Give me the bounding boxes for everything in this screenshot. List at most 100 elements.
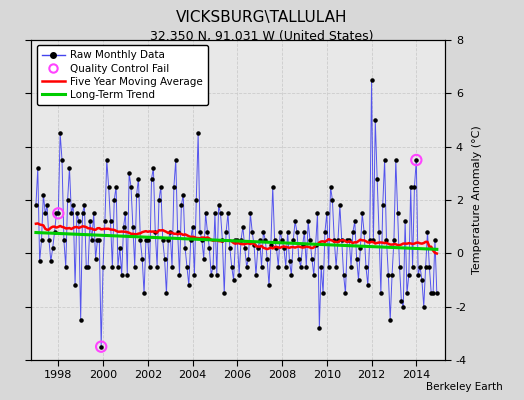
Point [230, 277, 238, 283]
Point [211, 210, 219, 216]
Point [121, 210, 129, 216]
Point [47, 258, 55, 264]
Point [198, 237, 206, 243]
Point [159, 237, 167, 243]
Point [99, 264, 107, 270]
Point [274, 264, 282, 270]
Point [326, 184, 335, 190]
Point [386, 317, 395, 323]
Point [235, 272, 243, 278]
Point [358, 210, 366, 216]
Point [112, 184, 121, 190]
Point [56, 130, 64, 136]
Point [37, 237, 46, 243]
Point [125, 170, 133, 176]
Point [32, 202, 40, 208]
Point [177, 202, 185, 208]
Point [77, 317, 85, 323]
Point [54, 210, 62, 216]
Point [348, 229, 357, 235]
Point [233, 237, 242, 243]
Point [265, 282, 273, 288]
Point [280, 245, 288, 251]
Point [237, 237, 245, 243]
Point [179, 192, 188, 198]
Point [149, 165, 158, 171]
Point [323, 210, 331, 216]
Point [194, 130, 202, 136]
Point [80, 202, 89, 208]
Point [134, 176, 143, 182]
Point [263, 256, 271, 262]
Point [369, 237, 378, 243]
Point [319, 290, 328, 296]
Point [147, 176, 156, 182]
Point [337, 237, 346, 243]
Point [231, 237, 239, 243]
Point [356, 245, 365, 251]
Point [308, 256, 316, 262]
Y-axis label: Temperature Anomaly (°C): Temperature Anomaly (°C) [473, 126, 483, 274]
Point [34, 165, 42, 171]
Point [246, 210, 255, 216]
Point [103, 157, 111, 163]
Point [79, 210, 87, 216]
Point [91, 256, 100, 262]
Point [351, 218, 359, 224]
Point [244, 256, 253, 262]
Point [250, 242, 258, 248]
Point [144, 237, 152, 243]
Point [138, 256, 146, 262]
Point [66, 165, 74, 171]
Point [74, 218, 83, 224]
Point [420, 304, 428, 310]
Point [297, 264, 305, 270]
Point [254, 245, 262, 251]
Point [332, 264, 340, 270]
Point [283, 229, 292, 235]
Point [110, 197, 118, 203]
Point [421, 264, 430, 270]
Point [71, 282, 79, 288]
Point [117, 272, 126, 278]
Point [397, 298, 406, 304]
Point [41, 210, 49, 216]
Point [200, 256, 208, 262]
Point [330, 237, 339, 243]
Point [399, 304, 408, 310]
Point [164, 237, 172, 243]
Point [371, 117, 379, 123]
Point [222, 229, 231, 235]
Point [367, 77, 376, 83]
Point [181, 245, 189, 251]
Point [50, 229, 59, 235]
Point [267, 242, 275, 248]
Point [407, 184, 415, 190]
Point [196, 229, 204, 235]
Point [192, 197, 201, 203]
Point [207, 272, 215, 278]
Point [252, 272, 260, 278]
Point [213, 272, 221, 278]
Point [243, 264, 251, 270]
Point [366, 237, 374, 243]
Point [391, 157, 400, 163]
Point [302, 264, 311, 270]
Point [188, 224, 196, 230]
Point [224, 210, 232, 216]
Point [373, 176, 381, 182]
Point [187, 237, 195, 243]
Point [429, 290, 438, 296]
Legend: Raw Monthly Data, Quality Control Fail, Five Year Moving Average, Long-Term Tren: Raw Monthly Data, Quality Control Fail, … [37, 45, 208, 105]
Point [412, 157, 420, 163]
Point [39, 192, 48, 198]
Point [214, 202, 223, 208]
Point [390, 237, 398, 243]
Text: 32.350 N, 91.031 W (United States): 32.350 N, 91.031 W (United States) [150, 30, 374, 43]
Point [216, 210, 225, 216]
Point [414, 272, 422, 278]
Point [119, 224, 128, 230]
Point [268, 184, 277, 190]
Point [108, 264, 116, 270]
Point [261, 237, 269, 243]
